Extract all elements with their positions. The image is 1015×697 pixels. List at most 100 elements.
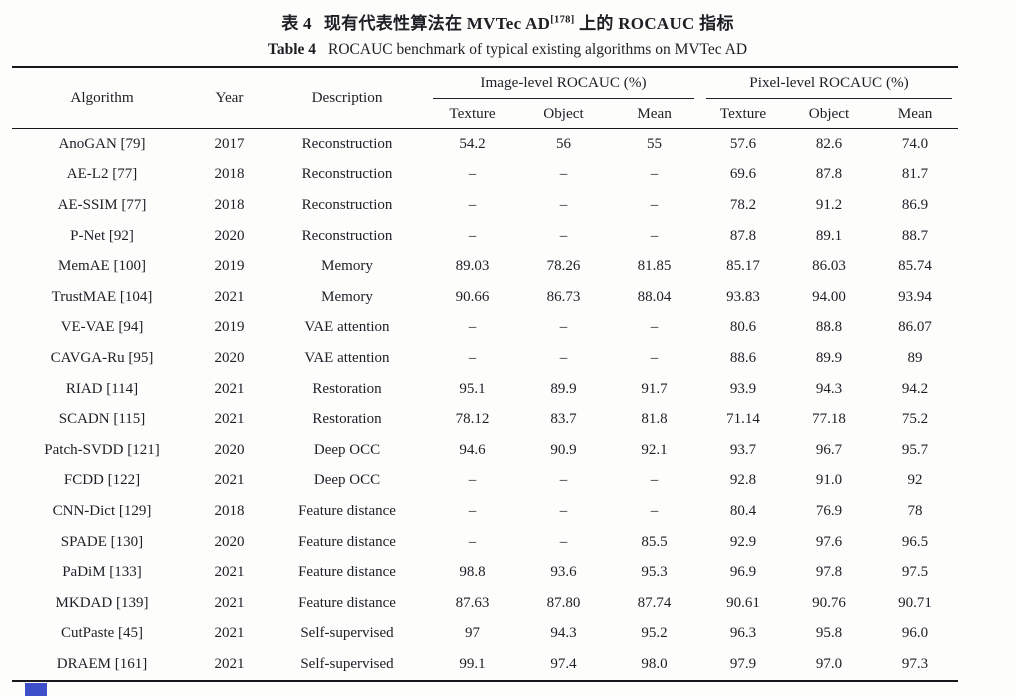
description-cell: VAE attention	[304, 319, 390, 336]
table-header: Algorithm Year Description Image-level R…	[12, 67, 959, 129]
table-row: SCADN [115] 2021 Restoration 78.12 83.7 81.8 7…	[12, 404, 958, 435]
description-cell: Restoration	[312, 380, 382, 397]
value-cell: 87.63	[455, 594, 490, 611]
value-cell: 81.7	[901, 166, 929, 183]
year-cell: 2021	[214, 625, 245, 642]
algorithm-cell: CNN-Dict [129]	[52, 502, 152, 519]
value-cell: 81.8	[641, 411, 668, 428]
value-cell: 90.76	[812, 594, 846, 611]
value-cell: 77.18	[812, 411, 846, 428]
value-cell: 95.2	[641, 625, 668, 642]
value-cell: 97.0	[815, 655, 843, 672]
year-cell: 2021	[214, 564, 245, 581]
value-cell: 93.9	[729, 380, 757, 397]
value-cell: 96.3	[729, 625, 757, 642]
value-cell: 75.2	[901, 411, 929, 428]
table-row: PaDiM [133] 2021 Feature distance 98.8 93.6 9…	[12, 557, 958, 588]
value-cell: 90.61	[726, 594, 760, 611]
description-cell: Feature distance	[298, 533, 396, 550]
value-cell: 85.17	[726, 258, 760, 275]
value-cell: 96.9	[729, 564, 757, 581]
value-cell: –	[559, 533, 568, 550]
value-cell: –	[559, 502, 568, 519]
value-cell: –	[468, 502, 477, 519]
value-cell: 89	[907, 349, 923, 366]
table-row: MKDAD [139] 2021 Feature distance 87.63 87.8…	[12, 588, 958, 619]
table-row: FCDD [122] 2021 Deep OCC – – – 92.8 91.0 92	[12, 466, 958, 497]
caption-zh-suffix: 上的 ROCAUC 指标	[579, 14, 734, 33]
value-cell: 89.9	[815, 349, 843, 366]
value-cell: 80.6	[729, 319, 757, 336]
value-cell: 88.7	[901, 227, 929, 244]
algorithm-cell: SCADN [115]	[58, 411, 146, 428]
value-cell: 96.7	[815, 441, 843, 458]
value-cell: –	[468, 227, 477, 244]
year-cell: 2021	[214, 288, 245, 305]
value-cell: –	[468, 166, 477, 183]
description-cell: Self-supervised	[300, 655, 394, 672]
caption-zh-citation: [178]	[550, 14, 575, 26]
algorithm-cell: VE-VAE [94]	[60, 319, 144, 336]
value-cell: –	[468, 196, 477, 213]
algorithm-cell: AnoGAN [79]	[58, 135, 146, 152]
description-cell: VAE attention	[304, 349, 390, 366]
year-cell: 2020	[214, 441, 245, 458]
value-cell: 97.3	[901, 655, 929, 672]
value-cell: 85.74	[898, 258, 932, 275]
algorithm-cell: TrustMAE [104]	[51, 288, 153, 305]
algorithm-cell: MemAE [100]	[58, 258, 146, 275]
table-row: CAVGA-Ru [95] 2020 VAE attention – – – 88.6 89.…	[12, 343, 958, 374]
value-cell: 93.94	[898, 288, 932, 305]
value-cell: 54.2	[459, 135, 486, 152]
value-cell: 76.9	[815, 502, 843, 519]
value-cell: 98.0	[641, 655, 668, 672]
column-header-year: Year	[215, 89, 244, 106]
value-cell: 87.8	[729, 227, 757, 244]
value-cell: 99.1	[459, 655, 486, 672]
table-body: AnoGAN [79] 2017 Reconstruction 54.2 56 55 57.…	[12, 129, 958, 681]
value-cell: 93.7	[729, 441, 757, 458]
description-cell: Feature distance	[298, 502, 396, 519]
caption-english: Table 4 ROCAUC benchmark of typical exist…	[0, 41, 1015, 59]
description-cell: Memory	[321, 258, 373, 275]
algorithm-cell: MKDAD [139]	[55, 594, 149, 611]
subcolumn-header-pix-mean: Mean	[897, 104, 933, 122]
subcolumn-header-img-mean: Mean	[637, 104, 672, 122]
description-cell: Feature distance	[298, 564, 396, 581]
value-cell: –	[468, 472, 477, 489]
table-row: CNN-Dict [129] 2018 Feature distance – – – 80.…	[12, 496, 958, 527]
table-row: Patch-SVDD [121] 2020 Deep OCC 94.6 90.9 92.1…	[12, 435, 958, 466]
value-cell: 95.1	[459, 380, 486, 397]
value-cell: –	[650, 166, 659, 183]
year-cell: 2020	[214, 349, 245, 366]
value-cell: 91.0	[815, 472, 843, 489]
value-cell: 87.74	[637, 594, 672, 611]
table-row: MemAE [100] 2019 Memory 89.03 78.26 81.85 85.1…	[12, 251, 958, 282]
table-row: VE-VAE [94] 2019 VAE attention – – – 80.6 88.8 8…	[12, 313, 958, 344]
year-cell: 2019	[214, 319, 245, 336]
value-cell: 88.8	[815, 319, 843, 336]
value-cell: 97	[465, 625, 480, 642]
description-cell: Self-supervised	[300, 625, 394, 642]
value-cell: 91.2	[815, 196, 843, 213]
description-cell: Deep OCC	[313, 441, 381, 458]
group-header-pixel-level: Pixel-level ROCAUC (%)	[700, 67, 958, 99]
value-cell: –	[559, 227, 568, 244]
algorithm-cell: PaDiM [133]	[62, 564, 142, 581]
value-cell: 86.9	[901, 196, 929, 213]
value-cell: 97.4	[550, 655, 577, 672]
value-cell: –	[650, 349, 659, 366]
description-cell: Deep OCC	[313, 472, 381, 489]
algorithm-cell: FCDD [122]	[63, 472, 141, 489]
value-cell: 95.8	[815, 625, 843, 642]
value-cell: 82.6	[815, 135, 843, 152]
value-cell: 92.1	[641, 441, 668, 458]
value-cell: –	[650, 319, 659, 336]
value-cell: 89.03	[455, 258, 490, 275]
algorithm-cell: RIAD [114]	[65, 380, 139, 397]
table-row: DRAEM [161] 2021 Self-supervised 99.1 97.4 98…	[12, 649, 958, 681]
value-cell: 87.8	[815, 166, 843, 183]
value-cell: –	[650, 502, 659, 519]
value-cell: 94.3	[550, 625, 577, 642]
year-cell: 2018	[214, 196, 245, 213]
